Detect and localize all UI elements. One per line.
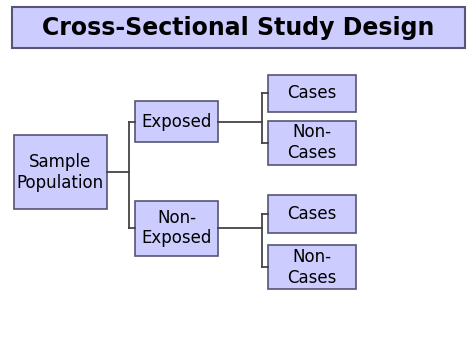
Text: Exposed: Exposed xyxy=(141,113,212,131)
FancyBboxPatch shape xyxy=(268,245,356,289)
FancyBboxPatch shape xyxy=(135,201,218,256)
Text: Non-
Cases: Non- Cases xyxy=(287,124,337,162)
FancyBboxPatch shape xyxy=(135,101,218,142)
FancyBboxPatch shape xyxy=(268,121,356,165)
Text: Sample
Population: Sample Population xyxy=(17,153,104,192)
FancyBboxPatch shape xyxy=(268,75,356,112)
Text: Non-
Cases: Non- Cases xyxy=(287,248,337,286)
Text: Cases: Cases xyxy=(287,84,337,102)
FancyBboxPatch shape xyxy=(14,135,107,209)
FancyBboxPatch shape xyxy=(268,195,356,233)
Text: Non-
Exposed: Non- Exposed xyxy=(141,209,212,247)
FancyBboxPatch shape xyxy=(12,7,465,48)
Text: Cross-Sectional Study Design: Cross-Sectional Study Design xyxy=(42,16,434,39)
Text: Cases: Cases xyxy=(287,205,337,223)
